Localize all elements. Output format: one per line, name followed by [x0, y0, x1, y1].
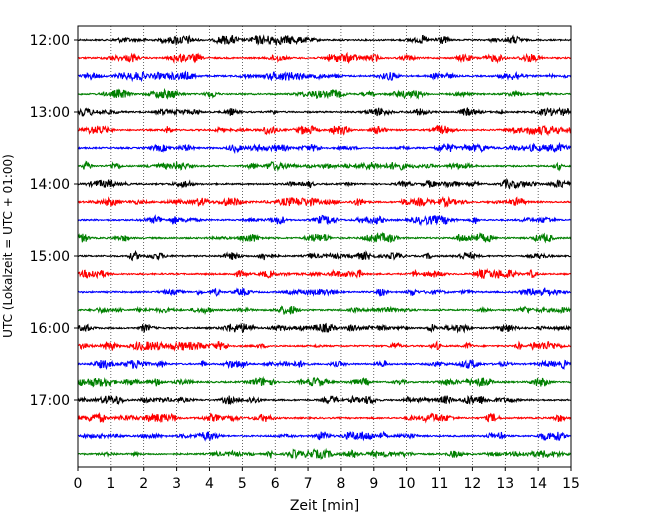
trace-line	[77, 430, 572, 442]
trace-line	[77, 340, 572, 352]
trace-line	[77, 87, 572, 100]
trace-line	[77, 287, 572, 298]
x-tick-label: 10	[398, 476, 416, 492]
trace-line	[77, 34, 572, 47]
trace-line	[77, 214, 572, 227]
x-tick-label: 0	[74, 476, 83, 492]
y-tick-label: 16:00	[30, 321, 70, 337]
trace-line	[77, 375, 572, 388]
x-tick-label: 13	[496, 476, 514, 492]
trace-line	[77, 70, 572, 83]
x-axis-ticks: 0 1 2 3 4 5 6 7 8 9 10 11 12 13 14 15	[74, 467, 580, 492]
trace-line	[77, 322, 572, 334]
y-tick-label: 14:00	[30, 177, 70, 193]
y-axis-ticks: 12:00 13:00 14:00 15:00 16:00 17:00	[30, 33, 78, 409]
x-tick-label: 14	[529, 476, 547, 492]
y-tick-label: 15:00	[30, 249, 70, 265]
trace-line	[77, 195, 572, 208]
x-tick-label: 11	[431, 476, 449, 492]
x-tick-label: 7	[304, 476, 313, 492]
y-axis-label: UTC (Lokalzeit = UTC + 01:00)	[1, 154, 15, 338]
y-tick-label: 17:00	[30, 393, 70, 409]
x-tick-label: 5	[238, 476, 247, 492]
x-tick-label: 4	[205, 476, 214, 492]
trace-line	[77, 51, 572, 65]
x-tick-label: 15	[562, 476, 580, 492]
seismogram-traces	[77, 34, 572, 461]
trace-line	[77, 124, 572, 137]
trace-line	[77, 231, 572, 244]
x-tick-label: 2	[139, 476, 148, 492]
trace-line	[77, 411, 572, 424]
y-tick-label: 13:00	[30, 105, 70, 121]
x-tick-label: 12	[463, 476, 481, 492]
x-tick-label: 6	[271, 476, 280, 492]
x-tick-label: 8	[336, 476, 345, 492]
trace-line	[77, 359, 572, 371]
x-tick-label: 9	[369, 476, 378, 492]
trace-line	[77, 106, 572, 117]
x-tick-label: 1	[106, 476, 115, 492]
trace-line	[77, 249, 572, 262]
trace-line	[77, 447, 572, 461]
x-tick-label: 3	[172, 476, 181, 492]
plot-frame	[77, 25, 572, 468]
trace-line	[78, 141, 572, 155]
trace-line	[77, 177, 572, 190]
trace-line	[77, 305, 571, 316]
x-axis-label: Zeit [min]	[290, 498, 359, 514]
trace-line	[77, 160, 572, 172]
y-tick-label: 12:00	[30, 33, 70, 49]
trace-line	[78, 267, 572, 280]
trace-line	[77, 394, 572, 406]
